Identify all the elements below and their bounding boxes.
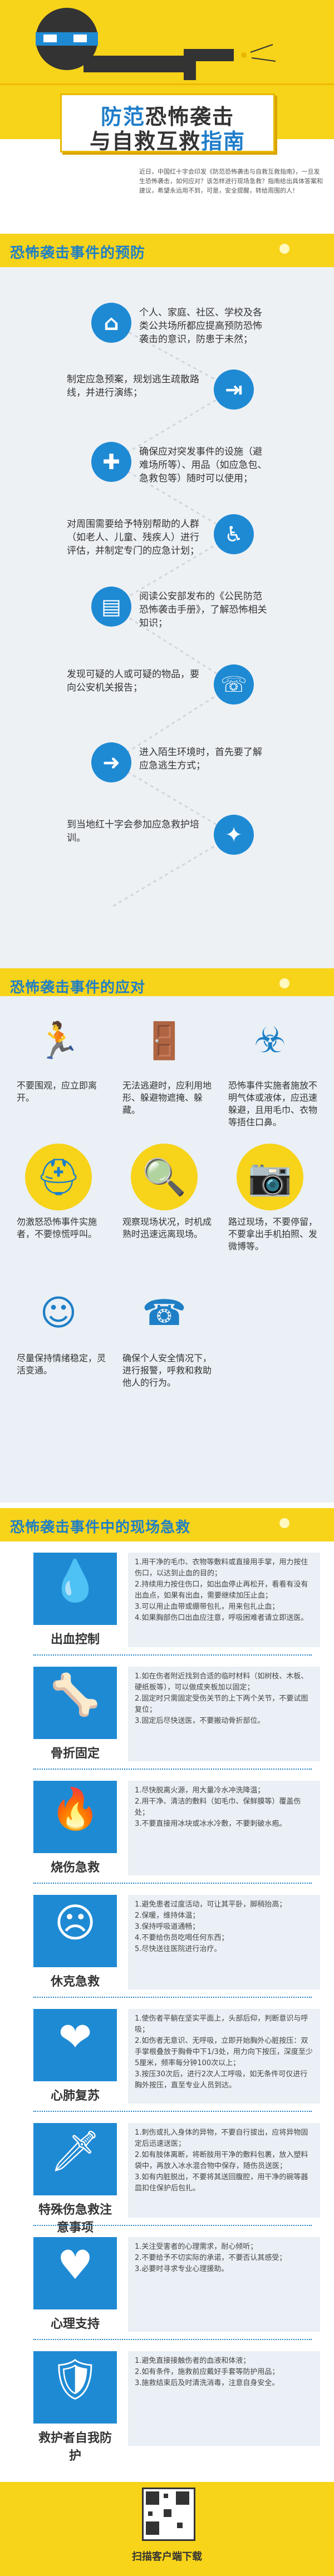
first-aid-label: 特殊伤急救注意事项	[38, 2203, 112, 2235]
qr-code[interactable]	[142, 2488, 195, 2541]
first-aid-text: 1.避免患者过度活动，可让其平卧，脚稍抬高； 2.保暖，维持体温； 3.保持呼吸…	[128, 1895, 320, 1989]
section3-heading: 恐怖袭击事件中的现场急救	[0, 1508, 334, 1543]
helmet-police-icon: ⛑	[25, 1144, 92, 1210]
response-text: 勿激怒恐怖事件实施者，不要惊慌呼叫。	[17, 1216, 97, 1239]
blood-drop-icon: 💧	[50, 1557, 100, 1604]
first-aid-text: 1.尽快脱离火源，用大量冷水冲洗降温； 2.用干净、清洁的敷料（如毛巾、保鲜膜等…	[128, 1781, 320, 1875]
title-line-1: 防范恐怖袭击	[62, 100, 273, 130]
response-text: 尽量保持情绪稳定，灵活变通。	[17, 1353, 106, 1376]
first-aid-label: 心理支持	[50, 2317, 100, 2331]
title-highlight-2: 指南	[201, 129, 246, 154]
divider	[33, 1654, 312, 1656]
first-aid-text: 1.用干净的毛巾、衣物等敷料或直接用手掌，用力按住伤口，以达到止血的目的； 2.…	[128, 1553, 320, 1647]
house-person-icon: ⌂	[91, 303, 131, 343]
title-rest-1: 恐怖袭击	[145, 105, 235, 129]
prevention-step-text: 到当地红十字会参加应急救护培训。	[67, 819, 199, 844]
bone-icon-card: 🦴	[33, 1667, 117, 1739]
knife-icon: 🗡	[50, 2127, 101, 2174]
decor-dot	[279, 1518, 289, 1528]
decor-dot	[279, 244, 289, 254]
section1-heading: 恐怖袭击事件的预防	[0, 234, 334, 268]
divider	[33, 1997, 312, 1998]
decor-dot	[279, 978, 289, 988]
prevention-step-text: 进入陌生环境时，首先要了解应急逃生方式；	[139, 747, 262, 771]
footer-label: 扫描客户端下载	[132, 2551, 202, 2563]
response-text: 路过现场，不要停留，不要拿出手机拍照、发微博等。	[228, 1216, 318, 1252]
title-box: 防范恐怖袭击 与自救互救指南	[60, 93, 275, 155]
faint-face-icon-card: ☹	[33, 1895, 117, 1967]
prevention-step-text: 制定应急预案，规划逃生疏散路线，并进行演练；	[67, 374, 199, 398]
divider	[33, 1883, 312, 1884]
blood-drop-icon-card: 💧	[33, 1553, 117, 1625]
first-aid-text: 1.避免直接接触伤者的血液和体液； 2.如有条件，施救前应戴好手套等防护用品； …	[128, 2351, 320, 2446]
calm-person-icon: ☺	[40, 1293, 77, 1334]
handbook-icon: ▤	[91, 587, 131, 627]
masked-attacker-illustration	[36, 8, 276, 80]
response-text: 观察现场状况，时机成熟时迅速远离现场。	[122, 1216, 212, 1239]
title-highlight-1: 防范	[100, 105, 145, 129]
flame-icon-card: 🔥	[33, 1781, 117, 1853]
response-text: 恐怖事件实施者施放不明气体或液体，应迅速躲避，且用毛巾、衣物等捂住口鼻。	[228, 1080, 318, 1127]
intro-paragraph: 近日，中国红十字会印发《防范恐怖袭击与自救互救指南》，一旦发生恐怖袭击，如何应对…	[139, 168, 323, 194]
exit-door-icon: ⇥	[214, 370, 254, 410]
faint-face-icon: ☹	[54, 1899, 96, 1946]
section2-title: 恐怖袭击事件的应对	[10, 979, 146, 996]
divider	[33, 2225, 312, 2226]
first-aid-label: 休克急救	[50, 1975, 100, 1989]
response-text: 不要围观，应立即离开。	[17, 1080, 97, 1103]
magnifier-icon: 🔍	[131, 1144, 198, 1210]
zigzag-path	[110, 322, 236, 908]
response-text: 确保个人安全情况下，进行报警，呼救和救助他人的行为。	[122, 1353, 212, 1388]
knife-icon-card: 🗡	[33, 2123, 117, 2195]
first-aid-kit-icon: ✚	[91, 442, 131, 482]
prevention-steps: ⌂ 个人、家庭、社区、学校及各类公共场所都应提高预防恐怖袭击的意识，防患于未然； ⇥…	[0, 301, 334, 968]
prevention-step-text: 阅读公安部发布的《公民防范恐怖袭击手册》，了解恐怖相关知识；	[139, 591, 267, 629]
divider	[33, 2111, 312, 2112]
hide-behind-door-icon: 🚪	[142, 1020, 186, 1062]
shield-icon-card: 🛡	[33, 2351, 117, 2424]
telephone-icon: ☎	[142, 1293, 186, 1334]
divider	[33, 2339, 312, 2340]
first-aid-label: 烧伤急救	[50, 1861, 100, 1875]
heart-icon-card: ♥	[33, 2237, 117, 2309]
phone-110-icon: ☏	[214, 664, 254, 705]
first-aid-text: 1.关注受害者的心理需求，耐心倾听； 2.不要给予不切实际的承诺，不要否认其感受…	[128, 2237, 320, 2332]
cpr-training-icon: ✦	[214, 815, 254, 855]
cpr-icon: ❤	[58, 2013, 92, 2060]
prevention-step-text: 确保应对突发事件的设施（避难场所等）、用品（如应急包、急救包等）随时可以使用；	[139, 446, 267, 484]
section2-background	[0, 996, 334, 1503]
prevention-step-text: 发现可疑的人或可疑的物品，要向公安机关报告；	[67, 669, 199, 693]
bone-icon: 🦴	[50, 1671, 100, 1718]
prevention-step-text: 个人、家庭、社区、学校及各类公共场所都应提高预防恐怖袭击的意识，防患于未然；	[139, 307, 262, 345]
title-line-2: 与自救互救指南	[62, 124, 273, 155]
cpr-icon-card: ❤	[33, 2009, 117, 2081]
section1-title: 恐怖袭击事件的预防	[10, 245, 146, 262]
running-person-icon: 🏃	[36, 1020, 81, 1062]
section3-title: 恐怖袭击事件中的现场急救	[10, 1519, 191, 1536]
first-aid-label: 出血控制	[50, 1633, 100, 1647]
first-aid-label: 救护者自我防护	[38, 2431, 112, 2463]
title-rest-2: 与自救互救	[89, 129, 201, 154]
first-aid-label: 心肺复苏	[50, 2089, 100, 2103]
first-aid-label: 骨折固定	[50, 1747, 100, 1761]
section1-background	[0, 267, 334, 968]
header-stripe	[0, 83, 334, 85]
wheelchair-icon: ♿	[214, 514, 254, 554]
flame-icon: 🔥	[50, 1785, 100, 1832]
first-aid-text: 1.使伤者平躺在坚实平面上，头部后仰，判断意识与呼吸； 2.如伤者无意识、无呼吸…	[128, 2009, 320, 2104]
divider	[33, 1769, 312, 1770]
arrow-right-icon: ➜	[91, 742, 131, 782]
gas-cover-nose-icon: ☣	[254, 1020, 286, 1061]
shield-icon: 🛡	[50, 2356, 101, 2402]
no-camera-icon: 📷	[237, 1144, 303, 1210]
first-aid-text: 1.如在伤者附近找到合适的临时材料（如树枝、木板、硬纸板等），可以做成夹板加以固…	[128, 1667, 320, 1761]
first-aid-text: 1.刺伤或扎入身体的异物，不要自行拔出，应将异物固定后迅速送医； 2.如有肢体离…	[128, 2123, 320, 2218]
footer: 扫描客户端下载	[0, 2482, 334, 2576]
heart-icon: ♥	[57, 2242, 94, 2288]
prevention-step-text: 对周围需要给予特别帮助的人群（如老人、儿童、残疾人）进行评估，并制定专门的应急计…	[67, 519, 199, 556]
response-text: 无法逃避时，应利用地形、躲避物遮掩、躲藏。	[122, 1080, 212, 1115]
